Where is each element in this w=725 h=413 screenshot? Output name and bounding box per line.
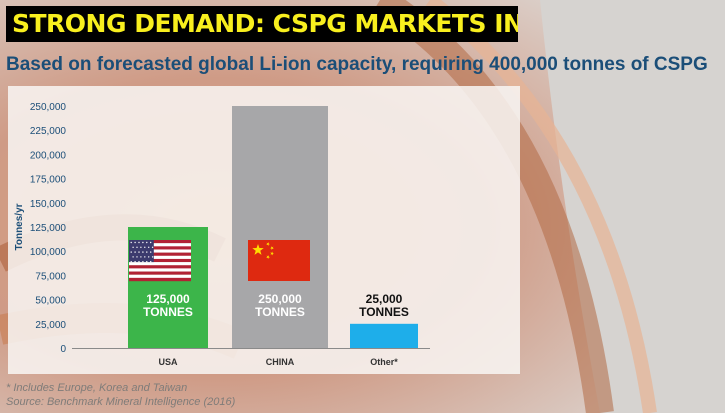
y-tick-label: 50,000 xyxy=(35,296,66,307)
y-tick-label: 175,000 xyxy=(30,175,67,186)
y-tick-label: 0 xyxy=(60,344,66,355)
y-tick-label: 200,000 xyxy=(30,150,67,161)
data-label-value: 25,000 xyxy=(366,292,403,306)
data-label-value: 125,000 xyxy=(146,292,190,306)
x-tick-label: Other* xyxy=(370,357,398,367)
data-label-unit: TONNES xyxy=(255,305,305,319)
y-axis-label: Tonnes/yr xyxy=(14,203,25,250)
y-tick-label: 225,000 xyxy=(30,126,67,137)
y-tick-label: 250,000 xyxy=(30,102,67,113)
data-label-unit: TONNES xyxy=(359,305,409,319)
footnote-note: * Includes Europe, Korea and Taiwan xyxy=(6,382,188,394)
x-tick-label: USA xyxy=(158,357,178,367)
page-title: STRONG DEMAND: CSPG MARKETS IN 2020 xyxy=(6,6,518,42)
china-flag-icon xyxy=(248,240,310,281)
usa-flag-icon xyxy=(129,240,191,282)
data-label-value: 250,000 xyxy=(258,292,302,306)
data-label-unit: TONNES xyxy=(143,305,193,319)
y-tick-label: 75,000 xyxy=(35,271,66,282)
y-tick-label: 100,000 xyxy=(30,247,67,258)
bar-other xyxy=(350,323,418,348)
x-tick-label: CHINA xyxy=(266,357,295,367)
footnote-source: Source: Benchmark Mineral Intelligence (… xyxy=(6,396,236,408)
bar-china xyxy=(232,106,328,348)
page-subtitle: Based on forecasted global Li-ion capaci… xyxy=(6,54,708,75)
y-tick-label: 125,000 xyxy=(30,223,67,234)
y-tick-label: 25,000 xyxy=(35,320,66,331)
y-tick-label: 150,000 xyxy=(30,199,67,210)
